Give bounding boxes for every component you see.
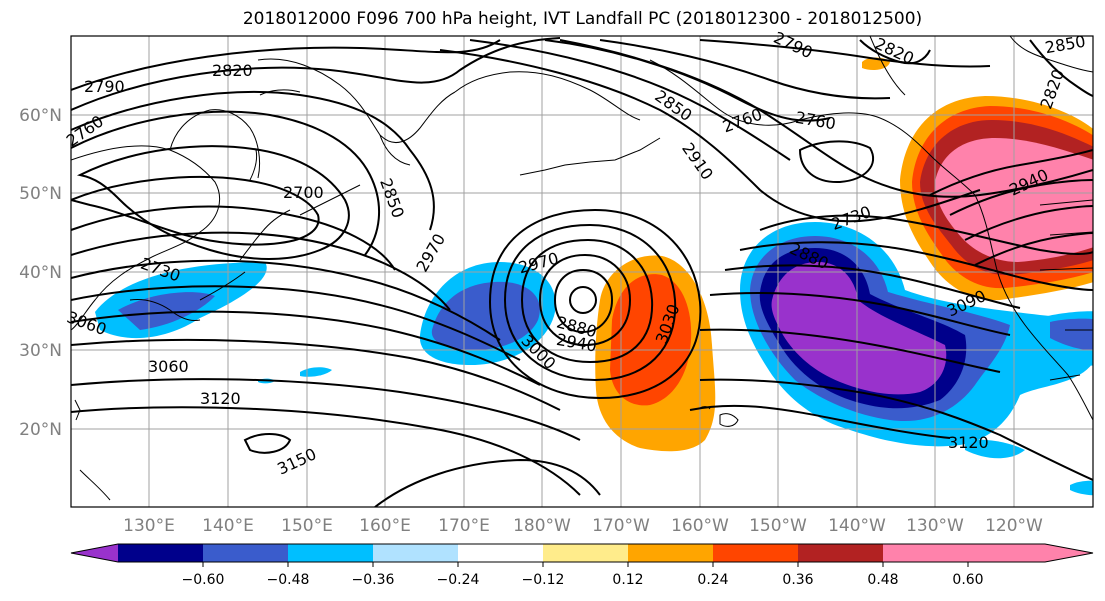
colorbar-extend-high [1045,544,1093,562]
contour-label: 3120 [200,389,241,408]
negative-region-east-edge [258,311,1093,496]
lon-label: 150°E [281,516,333,536]
lon-label: 150°W [749,516,807,536]
map-frame [70,35,1094,508]
colorbar-segment [373,544,458,562]
colorbar-segment [628,544,713,562]
latitude-labels: 60°N 50°N 40°N 30°N 20°N [19,106,62,440]
colorbar-tick-label: 0.48 [867,572,898,588]
contour-label: 2820 [212,61,253,80]
lon-label: 140°E [202,516,254,536]
negative-region-central [419,262,556,365]
colorbar-segment [798,544,883,562]
lat-label-30n: 30°N [19,341,62,361]
contour-label: 2790 [84,77,125,96]
lat-label-50n: 50°N [19,184,62,204]
colorbar-segment [458,544,543,562]
colorbar: −0.60 −0.48 −0.36 −0.24 −0.12 0.12 0.24 … [70,543,1094,588]
lon-label: 120°W [985,516,1043,536]
colorbar-tick-label: −0.48 [267,572,310,588]
lon-label: 130°E [123,516,175,536]
height-contours [71,37,1093,507]
lon-label: 160°E [359,516,411,536]
lon-label: 130°W [906,516,964,536]
contour-label: 3120 [948,433,989,452]
colorbar-segment [543,544,628,562]
lon-label: 170°E [438,516,490,536]
lat-label-20n: 20°N [19,420,62,440]
colorbar-segment [713,544,798,562]
lat-label-60n: 60°N [19,106,62,126]
colorbar-tick-label: −0.60 [182,572,225,588]
map-panel: 2820 2790 2760 2790 2820 2850 2760 2760 … [63,28,1094,508]
lon-label: 180°W [513,516,571,536]
lon-label: 140°W [828,516,886,536]
contour-label: 2700 [283,183,324,202]
graticule [71,36,1093,507]
colorbar-tick-label: −0.24 [437,572,480,588]
negative-region-japan [95,262,267,339]
longitude-labels: 130°E 140°E 150°E 160°E 170°E 180°W 170°… [123,516,1043,536]
contour-label: 3060 [148,357,189,376]
colorbar-tick-label: 0.36 [782,572,813,588]
colorbar-segment [288,544,373,562]
colorbar-outline [70,543,1094,563]
colorbar-tick-label: −0.36 [352,572,395,588]
colorbar-tick-label: 0.24 [697,572,728,588]
colorbar-tick-label: 0.60 [952,572,983,588]
lat-label-40n: 40°N [19,263,62,283]
map-title: 2018012000 F096 700 hPa height, IVT Land… [242,9,923,29]
colorbar-tick-label: 0.12 [612,572,643,588]
colorbar-segment [118,544,203,562]
colorbar-segment [968,544,1045,562]
colorbar-extend-low [71,544,118,562]
colorbar-ticks [202,562,969,567]
colorbar-tick-label: −0.12 [522,572,565,588]
lon-label: 160°W [671,516,729,536]
colorbar-segment [883,544,968,562]
lon-label: 170°W [592,516,650,536]
colorbar-segment [203,544,288,562]
